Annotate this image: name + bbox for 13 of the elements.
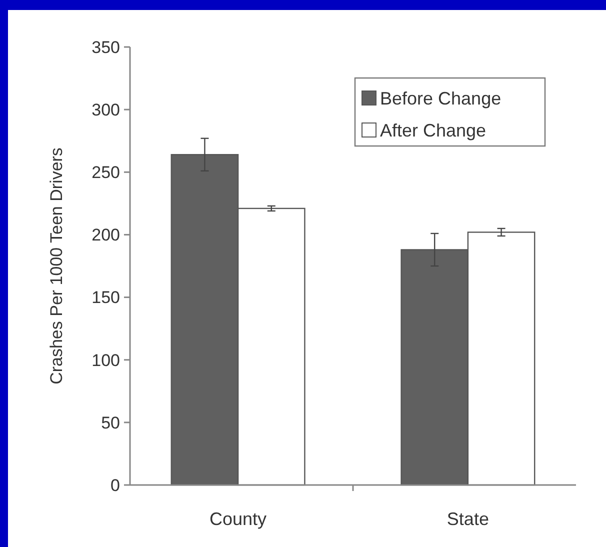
y-tick-label: 200 [92,226,120,245]
y-tick-label: 150 [92,288,120,308]
x-tick-label: State [446,509,489,529]
y-tick-label: 50 [101,413,120,432]
y-tick-label: 300 [92,100,120,120]
y-tick-label: 350 [92,38,120,57]
y-tick-label: 100 [92,350,120,370]
y-axis-title: Crashes Per 1000 Teen Drivers [47,148,66,384]
y-tick-label: 0 [110,476,120,495]
legend-label: Before Change [380,88,502,108]
legend-label: After Change [380,120,486,140]
x-tick-label: County [210,509,267,529]
y-tick-label: 250 [92,163,120,182]
